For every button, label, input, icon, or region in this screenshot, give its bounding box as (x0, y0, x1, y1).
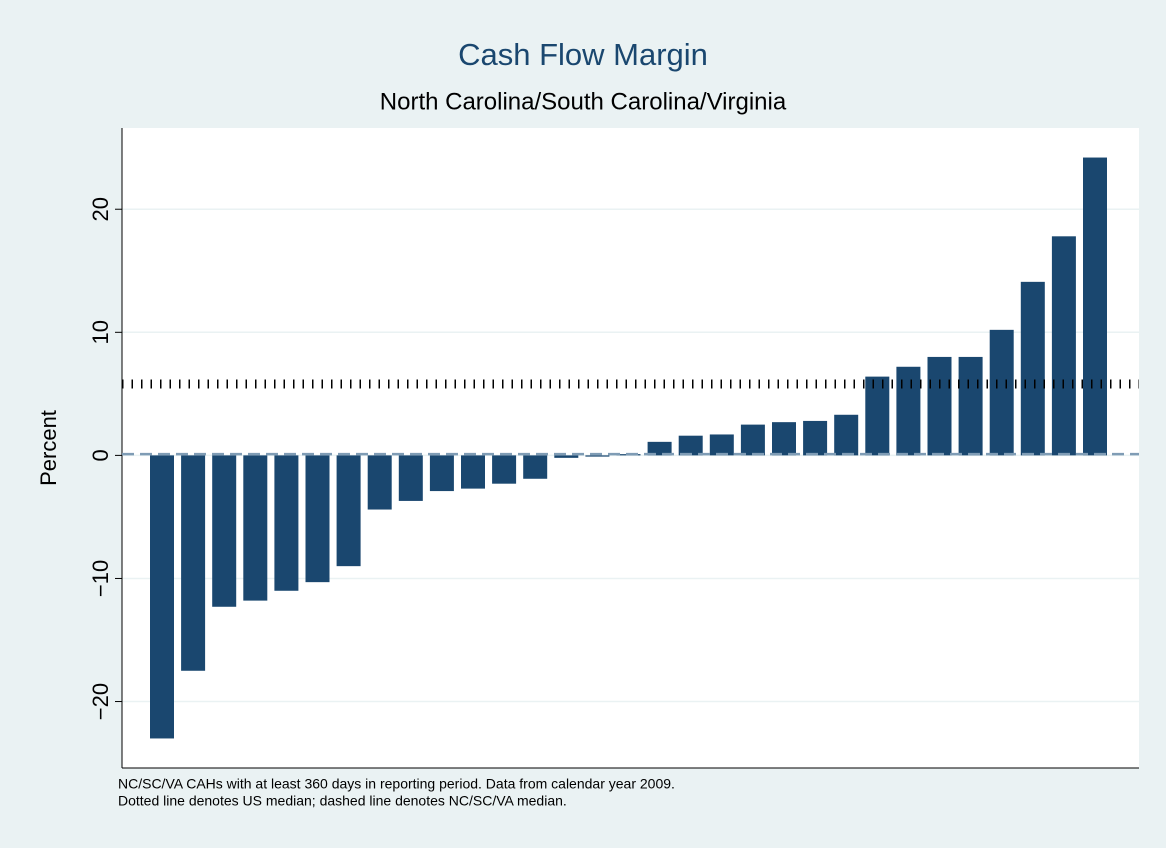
bar (803, 420, 828, 456)
bar (927, 356, 952, 456)
y-tick-label: −10 (88, 560, 113, 597)
bar (740, 424, 765, 456)
bar (585, 455, 610, 457)
plot-area (122, 128, 1139, 768)
bar (212, 455, 237, 607)
bar (305, 455, 330, 583)
y-tick-label: −20 (88, 683, 113, 720)
bar (834, 414, 859, 456)
chart-title: Cash Flow Margin (458, 37, 708, 72)
bar (367, 455, 392, 510)
bar (1051, 236, 1076, 456)
bar (150, 455, 174, 739)
bar (709, 434, 734, 456)
bar (429, 455, 454, 492)
bar (181, 455, 206, 671)
bar (772, 422, 796, 456)
bar (523, 455, 548, 479)
bar (243, 455, 268, 601)
bar (336, 455, 361, 567)
y-tick-label: 10 (88, 320, 113, 344)
chart-subtitle: North Carolina/South Carolina/Virginia (380, 88, 787, 115)
note: NC/SC/VA CAHs with at least 360 days in … (118, 776, 675, 792)
bar (958, 356, 983, 456)
bar (989, 329, 1014, 456)
bar (274, 455, 299, 591)
bar (492, 455, 517, 484)
bar (678, 435, 703, 456)
bar (461, 455, 485, 489)
bar (647, 441, 672, 456)
bar (1020, 281, 1045, 456)
bar (896, 366, 921, 456)
bar (865, 376, 890, 456)
note: Dotted line denotes US median; dashed li… (118, 793, 567, 809)
y-tick-label: 20 (88, 197, 113, 221)
y-tick-label: 0 (88, 449, 113, 461)
bar (1083, 157, 1107, 456)
bar (554, 455, 579, 458)
bar (398, 455, 423, 501)
y-axis-label: Percent (36, 410, 61, 486)
